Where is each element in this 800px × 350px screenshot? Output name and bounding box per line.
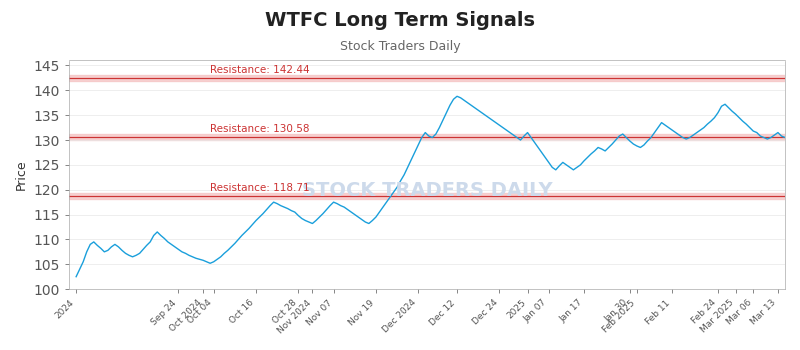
- Text: Resistance: 142.44: Resistance: 142.44: [210, 65, 310, 75]
- Text: Resistance: 130.58: Resistance: 130.58: [210, 124, 310, 134]
- Bar: [69, 134, 785, 140]
- Text: WTFC Long Term Signals: WTFC Long Term Signals: [265, 10, 535, 29]
- Bar: [69, 75, 785, 81]
- Text: Resistance: 118.71: Resistance: 118.71: [210, 183, 310, 193]
- Y-axis label: Price: Price: [15, 160, 28, 190]
- Text: Stock Traders Daily: Stock Traders Daily: [340, 40, 460, 53]
- Bar: [69, 193, 785, 199]
- Text: STOCK TRADERS DAILY: STOCK TRADERS DAILY: [302, 181, 552, 200]
